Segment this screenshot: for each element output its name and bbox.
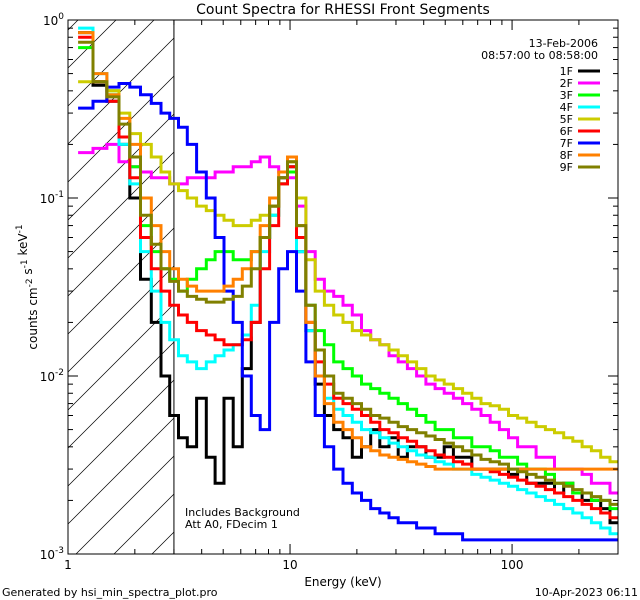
axis-ticks [67, 20, 619, 555]
plot-frame [67, 19, 619, 555]
series-7F-line [78, 82, 618, 542]
series-5F-line [78, 80, 618, 464]
legend-label-5F: 5F [560, 113, 573, 126]
legend-label-6F: 6F [560, 125, 573, 138]
legend-label-3F: 3F [560, 89, 573, 102]
chart-title: Count Spectra for RHESSI Front Segments [196, 2, 490, 18]
time-range-label: 08:57:00 to 08:58:00 [481, 49, 598, 62]
y-tick-label: 10-1 [40, 190, 64, 206]
series-9F-line [78, 40, 618, 506]
y-tick-labels: 10-3 10-2 10-1 100 [40, 12, 65, 562]
y-tick-label: 10-2 [40, 368, 64, 384]
series-lines [78, 26, 618, 542]
legend-label-1F: 1F [560, 65, 573, 78]
background-annotation: Includes Background [185, 506, 300, 519]
x-tick-label: 1 [64, 558, 72, 572]
date-label: 13-Feb-2006 [529, 37, 598, 50]
hatch-line [68, 20, 193, 145]
x-axis-label: Energy (keV) [304, 575, 381, 589]
legend-label-9F: 9F [560, 161, 573, 174]
series-8F-line [78, 31, 618, 471]
legend-label-4F: 4F [560, 101, 573, 114]
legend-label-2F: 2F [560, 77, 573, 90]
hatch-line [68, 20, 117, 69]
attenuator-annotation: Att A0, FDecim 1 [185, 518, 278, 531]
legend-label-7F: 7F [560, 137, 573, 150]
y-axis-label: counts cm-2 s-1 keV-1 [15, 224, 40, 349]
x-tick-labels: 1 10 100 [64, 558, 523, 572]
footer-timestamp: 10-Apr-2023 06:11 [535, 586, 638, 599]
hatched-region [68, 20, 618, 554]
footer-generator: Generated by hsi_min_spectra_plot.pro [2, 586, 218, 599]
legend-label-8F: 8F [560, 149, 573, 162]
x-tick-label: 10 [282, 558, 297, 572]
y-tick-label: 100 [43, 12, 64, 28]
series-2F-line [78, 142, 618, 495]
x-tick-label: 100 [501, 558, 524, 572]
series-4F-line [78, 26, 618, 536]
hatch-line [68, 20, 155, 107]
y-tick-label: 10-3 [40, 546, 64, 562]
series-6F-line [78, 35, 618, 520]
